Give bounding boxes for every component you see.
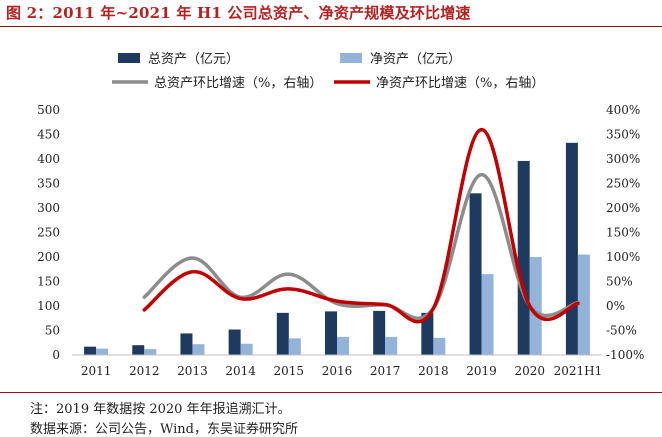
y-right-tick-label: -50% — [606, 324, 637, 338]
x-tick-label: 2021H1 — [554, 364, 603, 378]
legend-swatch — [118, 53, 140, 63]
y-left-tick-label: 150 — [37, 275, 60, 289]
x-tick-label: 2017 — [370, 364, 401, 378]
y-right-tick-label: 400% — [606, 103, 640, 117]
legend-label: 净资产环比增速（%，右轴） — [376, 76, 544, 91]
x-tick-label: 2020 — [514, 364, 545, 378]
bar-total-assets — [325, 311, 337, 355]
y-right-tick-label: 150% — [606, 226, 640, 240]
chart-title: 图 2：2011 年~2021 年 H1 公司总资产、净资产规模及环比增速 — [6, 4, 471, 22]
y-left-tick-label: 250 — [37, 226, 60, 240]
chart-area: 总资产（亿元） 净资产（亿元） 总资产环比增速（%，右轴） 净资产环比增速（%，右轴）… — [37, 52, 644, 378]
x-tick-label: 2018 — [418, 364, 449, 378]
bar-total-assets — [565, 142, 578, 355]
x-tick-label: 2015 — [274, 364, 305, 378]
y-left-tick-label: 200 — [37, 250, 60, 264]
y-right-tick-label: 100% — [606, 250, 640, 264]
title-divider — [0, 26, 662, 27]
bar-total-assets — [517, 160, 530, 355]
bar-net-assets — [481, 274, 494, 355]
y-left-tick-label: 50 — [45, 324, 60, 338]
bar-net-assets — [96, 348, 109, 355]
y-right-tick-label: 50% — [606, 275, 633, 289]
bar-net-assets — [529, 257, 542, 355]
bar-total-assets — [421, 312, 434, 355]
bar-net-assets — [240, 343, 253, 355]
bar-net-assets — [433, 337, 446, 355]
bar-net-assets — [288, 338, 301, 355]
y-left-tick-label: 400 — [37, 152, 60, 166]
y-right-tick-label: 300% — [606, 152, 640, 166]
legend-label: 总资产环比增速（%，右轴） — [154, 76, 322, 91]
legend-swatch — [340, 53, 362, 63]
bar-total-assets — [84, 346, 97, 355]
x-tick-label: 2016 — [322, 364, 353, 378]
bar-net-assets — [577, 254, 590, 355]
footer-divider — [0, 392, 662, 393]
y-left-tick-label: 500 — [37, 103, 60, 117]
x-tick-label: 2014 — [225, 364, 256, 378]
x-tick-label: 2019 — [466, 364, 497, 378]
footnote: 注：2019 年数据按 2020 年年报追溯汇计。 — [30, 402, 291, 417]
bar-net-assets — [385, 336, 398, 355]
y-left-tick-label: 0 — [52, 348, 60, 362]
bar-total-assets — [373, 310, 386, 355]
y-right-tick-label: 350% — [606, 128, 640, 142]
y-left-tick-label: 450 — [37, 128, 60, 142]
line-net-assets-growth — [142, 127, 580, 324]
bar-total-assets — [180, 333, 193, 355]
x-tick-label: 2011 — [81, 364, 112, 378]
y-left-tick-label: 350 — [37, 177, 60, 191]
source-note: 数据来源：公司公告，Wind，东吴证券研究所 — [30, 422, 298, 437]
y-right-tick-label: 250% — [606, 177, 640, 191]
y-left-tick-label: 300 — [37, 201, 60, 215]
bar-total-assets — [469, 193, 482, 355]
legend-label: 总资产（亿元） — [148, 52, 239, 67]
y-right-tick-label: 0% — [606, 299, 625, 313]
y-left-tick-label: 100 — [37, 299, 60, 313]
x-tick-label: 2012 — [129, 364, 160, 378]
bar-total-assets — [228, 329, 241, 355]
bar-net-assets — [192, 344, 205, 355]
x-tick-label: 2013 — [177, 364, 208, 378]
legend-label: 净资产（亿元） — [370, 52, 461, 67]
bar-total-assets — [276, 312, 289, 355]
y-right-tick-label: 200% — [606, 201, 640, 215]
bar-net-assets — [337, 336, 349, 355]
y-right-tick-label: -100% — [606, 348, 644, 362]
bar-total-assets — [132, 345, 145, 355]
bar-net-assets — [144, 349, 157, 355]
